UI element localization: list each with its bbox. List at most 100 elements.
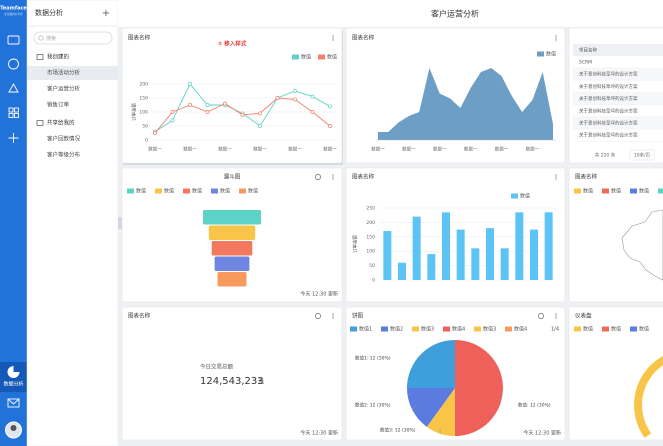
more-icon[interactable]	[332, 313, 334, 315]
leader-line	[412, 404, 417, 410]
icon-add[interactable]	[8, 133, 19, 143]
legend-swatch	[658, 188, 663, 194]
bar	[398, 262, 406, 280]
legend-label: 数值1	[359, 326, 372, 333]
icon-mail	[7, 398, 20, 405]
more-icon[interactable]	[555, 178, 557, 180]
legend-label: 数值4	[514, 326, 527, 333]
icon-apps[interactable]	[8, 107, 14, 113]
line-point	[240, 112, 245, 117]
more-icon[interactable]	[332, 174, 334, 176]
card	[568, 167, 663, 303]
more-icon[interactable]	[555, 313, 557, 315]
legend-label: 数值	[327, 54, 337, 61]
y-tick-label: 100	[139, 110, 148, 116]
update-time: 今天 12:30 更新	[523, 430, 561, 437]
bar	[442, 212, 450, 280]
page-size: 10条/页	[634, 152, 651, 159]
nav-item[interactable]: 客户运营分析	[47, 85, 81, 93]
more-icon[interactable]	[332, 176, 334, 178]
more-icon[interactable]	[555, 39, 557, 41]
bar	[456, 229, 465, 280]
nav-item[interactable]: 客户回款情况	[47, 135, 81, 143]
icon-mail[interactable]	[7, 398, 20, 408]
more-icon[interactable]	[555, 37, 557, 39]
more-icon[interactable]	[555, 317, 557, 319]
history-icon[interactable]	[315, 313, 321, 319]
legend-swatch	[183, 188, 190, 194]
pie-slice	[426, 388, 455, 436]
legend-label: 数值	[546, 51, 556, 58]
legend-swatch	[318, 54, 325, 60]
funnel-layer	[203, 210, 261, 225]
legend-swatch	[630, 188, 637, 194]
more-icon[interactable]	[332, 37, 334, 39]
line-point	[310, 94, 315, 99]
icon-apps	[8, 113, 14, 118]
more-icon[interactable]	[555, 315, 557, 317]
chart-title: 图表名称	[352, 173, 375, 181]
chart-title: 图表名称	[128, 312, 151, 320]
funnel-layer	[208, 225, 256, 240]
more-icon[interactable]	[555, 176, 557, 178]
chart-title: 漏斗图	[224, 173, 241, 181]
x-tick-label: 数据一	[495, 146, 509, 153]
legend-label: 数值	[248, 188, 258, 195]
slice-label: 数值: 12 (30%)	[518, 402, 551, 409]
nav-item[interactable]: 市场活动分析	[47, 69, 81, 77]
legend-label: 数值	[611, 188, 621, 195]
icon-apps	[14, 107, 19, 113]
logo-sub: 企业级办公平台	[4, 12, 23, 16]
y-tick-label: 200	[139, 82, 148, 88]
bar	[383, 231, 392, 280]
more-icon[interactable]	[332, 39, 334, 41]
map-outline	[621, 209, 663, 281]
more-icon[interactable]	[332, 317, 334, 319]
more-icon[interactable]	[332, 178, 334, 180]
kpi-unit: 元	[258, 379, 264, 386]
more-icon[interactable]	[555, 174, 557, 176]
nav-item[interactable]: 客户等级分布	[47, 151, 81, 159]
y-tick-label: 0	[372, 278, 375, 284]
nav-add[interactable]: +	[102, 8, 110, 19]
icon-file[interactable]	[8, 83, 19, 93]
legend-swatch	[412, 326, 419, 332]
legend-swatch	[505, 326, 512, 332]
legend-swatch	[537, 51, 544, 57]
table-cell: 关于意创科技草坪的设计方案	[579, 71, 638, 78]
table-cell: 关于意创科技草坪的设计方案	[579, 120, 638, 127]
line-point	[223, 101, 227, 106]
icon-chat[interactable]	[8, 58, 19, 70]
search-box[interactable]	[33, 31, 113, 45]
table-row-bg	[573, 117, 663, 129]
line-point	[188, 82, 192, 86]
legend-swatch	[350, 326, 357, 332]
header	[118, 0, 663, 27]
icon-apps	[14, 113, 19, 118]
more-icon[interactable]	[555, 35, 557, 37]
funnel-layer	[211, 241, 253, 256]
bar	[486, 228, 494, 280]
icon-monitor[interactable]	[7, 35, 20, 45]
more-icon[interactable]	[332, 35, 334, 37]
table-total: 共 220 条	[595, 152, 616, 159]
sidebar-icons	[7, 35, 20, 408]
page-size-box[interactable]	[629, 149, 655, 161]
line-point	[205, 110, 210, 114]
collapse-handle[interactable]	[118, 217, 122, 229]
legend-label: 数值	[520, 193, 530, 200]
history-icon[interactable]	[315, 174, 321, 180]
y-tick-label: 150	[366, 234, 375, 240]
folder-icon	[36, 54, 44, 60]
history-icon[interactable]	[538, 313, 544, 319]
more-icon[interactable]	[332, 315, 334, 317]
slice-label: 数值1: 12 (30%)	[355, 355, 391, 362]
pie-slice	[407, 340, 455, 388]
avatar-face	[10, 425, 17, 431]
nav-item[interactable]: 销售订单	[47, 101, 70, 109]
legend-swatch	[574, 188, 581, 194]
table-row-bg	[573, 92, 663, 105]
line-point	[293, 89, 297, 93]
